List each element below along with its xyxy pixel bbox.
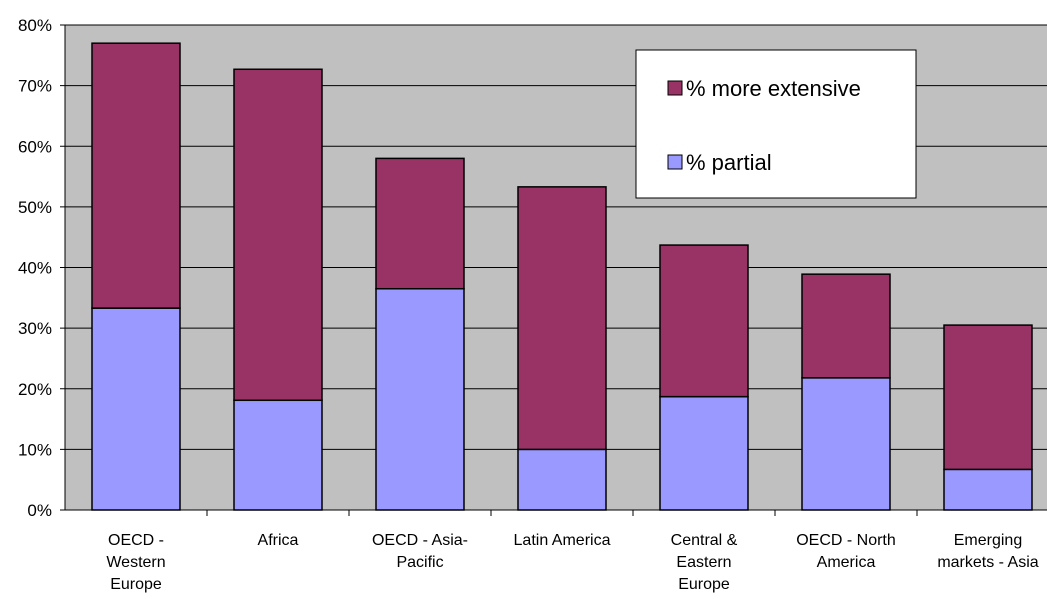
bar-segment-more-extensive — [659, 244, 749, 398]
x-category-label: OECD - — [108, 532, 164, 549]
y-tick-label: 40% — [18, 259, 52, 278]
bar-segment-partial — [517, 448, 607, 511]
x-category-label: Latin America — [514, 532, 611, 549]
legend-label-more-extensive: % more extensive — [686, 76, 861, 101]
x-category-label: Eastern — [676, 554, 731, 571]
bars — [91, 42, 1033, 511]
x-category-label: Europe — [110, 576, 162, 593]
bar-segment-partial — [91, 307, 181, 511]
legend-box — [635, 49, 917, 199]
y-tick-label: 0% — [27, 501, 52, 520]
bar-segment-more-extensive — [233, 68, 323, 402]
bar-segment-more-extensive — [801, 273, 891, 379]
bar-segment-more-extensive — [517, 186, 607, 451]
x-category-label: OECD - North — [796, 532, 896, 549]
y-tick-label: 70% — [18, 77, 52, 96]
bar-segment-partial — [801, 377, 891, 511]
legend-swatch-more-extensive — [667, 80, 683, 96]
y-axis-ticks: 0% 10% 20% 30% 40% 50% 60% 70% 80% — [18, 16, 65, 520]
bar-segment-partial — [375, 287, 465, 511]
x-category-label: OECD - Asia- — [372, 532, 468, 549]
y-tick-label: 20% — [18, 380, 52, 399]
bar-segment-more-extensive — [375, 157, 465, 290]
bar-segment-partial — [943, 468, 1033, 511]
bar-segment-more-extensive — [91, 42, 181, 309]
x-category-label: Africa — [258, 532, 299, 549]
x-category-label: Central & — [671, 532, 738, 549]
y-tick-label: 30% — [18, 319, 52, 338]
y-tick-label: 10% — [18, 440, 52, 459]
y-tick-label: 80% — [18, 16, 52, 35]
bar-segment-more-extensive — [943, 324, 1033, 471]
bar-segment-partial — [659, 395, 749, 511]
y-tick-label: 60% — [18, 137, 52, 156]
x-category-label: America — [817, 554, 876, 571]
x-axis-ticks: OECD - Western Europe Africa OECD - Asia- Pac… — [106, 510, 1039, 593]
legend-label-partial: % partial — [686, 150, 772, 175]
x-category-label: Emerging — [954, 532, 1022, 549]
y-tick-label: 50% — [18, 198, 52, 217]
legend: % more extensive % partial — [635, 49, 917, 199]
x-category-label: markets - Asia — [937, 554, 1038, 571]
x-category-label: Europe — [678, 576, 730, 593]
x-category-label: Pacific — [396, 554, 443, 571]
bar-segment-partial — [233, 399, 323, 511]
legend-swatch-partial — [667, 154, 683, 170]
x-category-label: Western — [106, 554, 165, 571]
